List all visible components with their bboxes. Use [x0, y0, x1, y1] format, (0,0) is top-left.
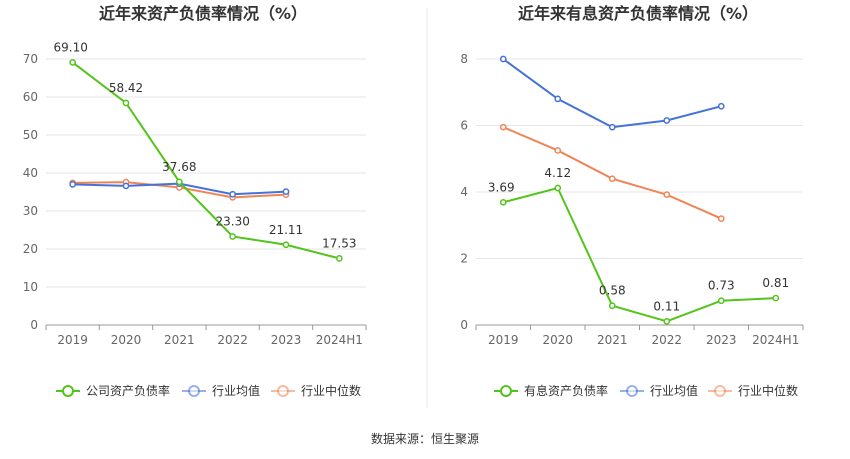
- y-tick-label: 6: [460, 119, 468, 133]
- data-label: 4.12: [544, 166, 571, 180]
- data-label: 17.53: [322, 236, 356, 250]
- data-label: 58.42: [109, 81, 143, 95]
- series-point-1: [122, 182, 130, 190]
- series-point-0: [69, 59, 77, 66]
- source-text: 数据来源：恒生聚源: [371, 431, 479, 446]
- series-point-1: [554, 95, 562, 103]
- x-tick-label: 2021: [164, 333, 195, 347]
- series-point-2: [554, 147, 562, 154]
- series-point-0: [717, 297, 725, 305]
- y-tick-label: 30: [23, 204, 38, 218]
- legend-entry: 行业中位数: [738, 383, 798, 398]
- series-point-2: [663, 191, 671, 199]
- x-tick-label: 2020: [111, 333, 142, 347]
- series-line-2: [502, 126, 722, 220]
- y-tick-label: 60: [23, 90, 38, 104]
- y-tick-label: 4: [460, 185, 468, 199]
- legend-marker: [626, 385, 638, 397]
- data-label: 3.69: [488, 180, 515, 194]
- series-point-0: [608, 302, 616, 310]
- y-tick-label: 40: [23, 166, 38, 180]
- legend-entry: 行业均值: [212, 383, 260, 398]
- series-point-0: [335, 255, 343, 262]
- x-tick-label: 2019: [488, 333, 519, 347]
- x-tick-label: 2024H1: [316, 333, 363, 347]
- y-tick-label: 2: [460, 252, 468, 266]
- series-point-2: [608, 175, 616, 183]
- x-tick-label: 2022: [651, 333, 682, 347]
- x-tick-label: 2021: [597, 333, 628, 347]
- legend-marker: [277, 385, 289, 397]
- y-tick-label: 8: [460, 52, 468, 66]
- legend-marker: [500, 385, 512, 397]
- y-tick-label: 20: [23, 242, 38, 256]
- series-point-0: [663, 317, 671, 325]
- series-point-0: [772, 294, 780, 302]
- interest-debt-ratio-chart: 近年来有息资产负债率情况（%） 0 2 4 6 8 2019 2020 2021 2022 2023…: [460, 4, 804, 398]
- chart-title: 近年来有息资产负债率情况（%）: [518, 4, 758, 23]
- series-point-0: [499, 198, 507, 206]
- legend-entry: 有息资产负债率: [524, 383, 608, 398]
- x-tick-label: 2019: [57, 333, 88, 347]
- y-tick-label: 50: [23, 128, 38, 142]
- x-tick-label: 2020: [542, 333, 573, 347]
- y-tick-label: 0: [460, 318, 468, 332]
- series-point-0: [282, 241, 290, 249]
- y-tick-label: 70: [23, 52, 38, 66]
- chart-title: 近年来资产负债率情况（%）: [99, 4, 307, 23]
- legend-marker: [188, 385, 200, 397]
- x-tick-label: 2023: [706, 333, 737, 347]
- data-label: 69.10: [53, 40, 87, 54]
- legend-marker: [714, 385, 726, 397]
- series-point-0: [122, 99, 130, 107]
- legend-entry: 公司资产负债率: [86, 383, 170, 398]
- legend-entry: 行业均值: [650, 383, 698, 398]
- series-point-1: [282, 188, 290, 195]
- series-point-1: [229, 190, 237, 198]
- series-point-1: [499, 55, 507, 63]
- series-line-0: [502, 186, 776, 323]
- debt-ratio-chart: 近年来资产负债率情况（%） 0 10 20 30 40 50 60 70 2019 2020 2021…: [23, 4, 367, 398]
- x-tick-label: 2022: [217, 333, 248, 347]
- series-point-1: [608, 123, 616, 131]
- data-label: 0.81: [762, 276, 789, 290]
- series-point-2: [499, 123, 507, 131]
- data-label: 0.11: [653, 299, 680, 313]
- series-point-1: [663, 117, 671, 124]
- data-label: 23.30: [215, 214, 249, 228]
- series-line-1: [502, 58, 722, 129]
- x-tick-label: 2023: [271, 333, 302, 347]
- series-line-0: [72, 61, 340, 260]
- y-tick-label: 0: [30, 318, 38, 332]
- series-point-2: [717, 215, 725, 222]
- series-point-1: [69, 181, 77, 188]
- series-point-0: [554, 184, 562, 192]
- data-label: 0.73: [708, 279, 735, 293]
- series-point-0: [229, 233, 237, 240]
- y-tick-label: 10: [23, 280, 38, 294]
- data-label: 37.68: [162, 160, 196, 174]
- series-point-1: [717, 102, 725, 110]
- series-point-0: [175, 178, 183, 186]
- data-label: 0.58: [599, 284, 626, 298]
- x-tick-label: 2024H1: [752, 333, 799, 347]
- legend-entry: 行业中位数: [301, 383, 361, 398]
- legend-marker: [62, 385, 74, 397]
- data-label: 21.11: [269, 223, 303, 237]
